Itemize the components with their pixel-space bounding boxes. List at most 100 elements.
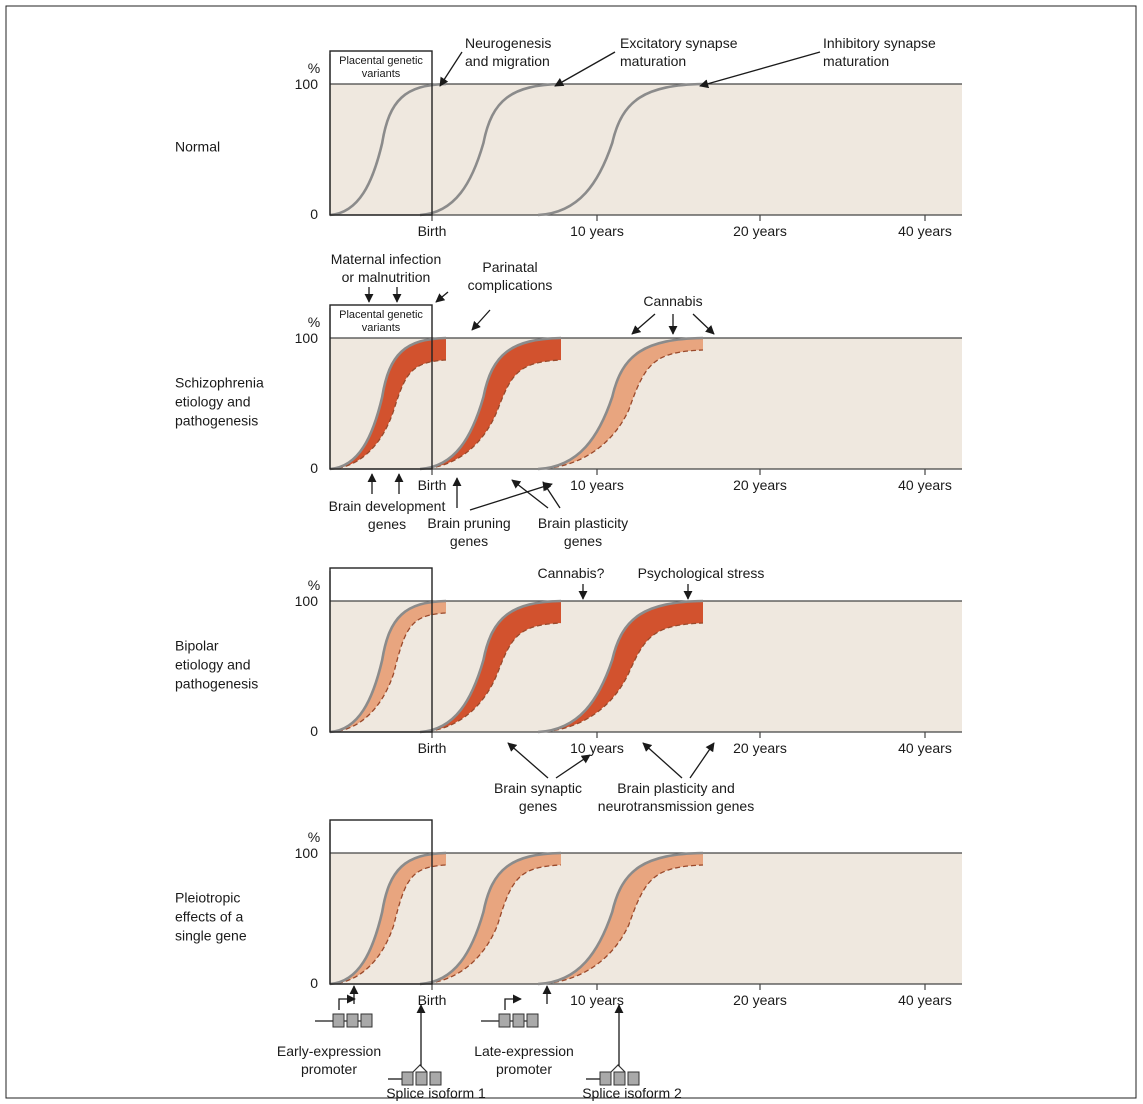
arrow-cannabis-1 bbox=[631, 313, 656, 335]
annotation-perinatal: Parinatal bbox=[482, 259, 537, 275]
normal-curve bbox=[419, 336, 562, 471]
annotation-brain-plasticity-neuro: Brain plasticity and bbox=[617, 780, 735, 796]
normal-curve bbox=[537, 599, 704, 734]
arrow-neurogenesis bbox=[439, 51, 463, 87]
arrow-plasticity-1 bbox=[511, 479, 549, 509]
placental-box-label: Placental genetic bbox=[339, 55, 423, 67]
annotation-brain-pruning: Brain pruning bbox=[427, 515, 510, 531]
exon-box bbox=[346, 1013, 359, 1028]
panel-side-label: pathogenesis bbox=[175, 413, 258, 429]
panel-normal: Birth 10 years 20 years 40 years 0 100% Placen… bbox=[175, 50, 962, 239]
altered-curve-dashed bbox=[329, 864, 447, 985]
exon-box bbox=[415, 1071, 428, 1086]
x-tick-label: Birth bbox=[418, 740, 447, 756]
y-tick-label: 0 bbox=[310, 206, 318, 222]
arrow-synaptic-2 bbox=[555, 754, 591, 779]
panel-pleiotropic: Birth 10 years 20 years 40 years 0 100% Pleiot… bbox=[175, 819, 962, 1008]
promoter-arrow-early bbox=[338, 994, 356, 1010]
placental-box bbox=[329, 567, 433, 733]
annotation-brain-plasticity-neuro: neurotransmission genes bbox=[598, 798, 754, 814]
splice-junction bbox=[610, 1064, 626, 1073]
arrow-plasticity-neuro-1 bbox=[642, 742, 683, 779]
x-tick-label: 20 years bbox=[733, 992, 787, 1008]
panel-side-label: etiology and bbox=[175, 657, 251, 673]
arrow-excitatory bbox=[554, 51, 616, 87]
exon-box bbox=[360, 1013, 373, 1028]
panel-side-label: etiology and bbox=[175, 394, 251, 410]
panel-side-label: Schizophrenia bbox=[175, 375, 264, 391]
altered-curve-dashed bbox=[537, 622, 704, 733]
arrow-plasticity-2 bbox=[542, 481, 561, 509]
x-tick-label: 20 years bbox=[733, 477, 787, 493]
y-tick-label: 0 bbox=[310, 460, 318, 476]
y-tick-label: 100 bbox=[295, 76, 319, 92]
annotation-splice-isoform-2: Splice isoform 2 bbox=[582, 1085, 682, 1101]
placental-box bbox=[329, 304, 433, 470]
x-tick-label: Birth bbox=[418, 223, 447, 239]
x-tick-label: 10 years bbox=[570, 223, 624, 239]
exon-box bbox=[613, 1071, 626, 1086]
panel-side-label: pathogenesis bbox=[175, 676, 258, 692]
altered-curve-dashed bbox=[329, 359, 447, 470]
normal-curve bbox=[329, 336, 447, 471]
splice-junction bbox=[412, 1064, 428, 1073]
exon-box bbox=[332, 1013, 345, 1028]
annotation-neurogenesis: and migration bbox=[465, 53, 550, 69]
annotation-brain-pruning: genes bbox=[450, 533, 488, 549]
exon-box bbox=[512, 1013, 525, 1028]
annotation-cannabis: Cannabis bbox=[643, 293, 702, 309]
x-tick-label: Birth bbox=[418, 477, 447, 493]
gene-late bbox=[481, 1013, 539, 1028]
y-unit-label: % bbox=[308, 829, 320, 845]
y-tick-label: 100 bbox=[295, 330, 319, 346]
annotation-neurogenesis: Neurogenesis bbox=[465, 35, 551, 51]
panel-side-label: Bipolar bbox=[175, 638, 219, 654]
annotation-late-promoter: Late-expression bbox=[474, 1043, 574, 1059]
panels-layer: Birth 10 years 20 years 40 years 0 100% Placen… bbox=[175, 50, 962, 1008]
x-tick-label: 40 years bbox=[898, 223, 952, 239]
gene-splice-2 bbox=[586, 1064, 640, 1086]
exon-box bbox=[401, 1071, 414, 1086]
altered-curve-dashed bbox=[419, 359, 562, 470]
normal-curve bbox=[419, 851, 562, 986]
annotation-cannabis-question: Cannabis? bbox=[538, 565, 605, 581]
arrow-pruning-2 bbox=[469, 482, 553, 511]
altered-curve-dashed bbox=[329, 612, 447, 733]
exon-box bbox=[429, 1071, 442, 1086]
annotation-maternal: or malnutrition bbox=[342, 269, 431, 285]
annotation-brain-synaptic: genes bbox=[519, 798, 557, 814]
x-tick-label: 10 years bbox=[570, 477, 624, 493]
x-tick-label: 20 years bbox=[733, 740, 787, 756]
exon-box bbox=[526, 1013, 539, 1028]
x-tick-label: 40 years bbox=[898, 477, 952, 493]
annotation-excitatory: maturation bbox=[620, 53, 686, 69]
gene-splice-1 bbox=[388, 1064, 442, 1086]
panel-bipolar: Birth 10 years 20 years 40 years 0 100% Bipola… bbox=[175, 567, 962, 756]
figure-border bbox=[5, 5, 1137, 1099]
normal-curve bbox=[419, 82, 562, 217]
placental-box-label: variants bbox=[362, 68, 401, 80]
annotation-inhibitory: maturation bbox=[823, 53, 889, 69]
altered-curve-dashed bbox=[419, 622, 562, 733]
normal-curve bbox=[329, 851, 447, 986]
panel-schizophrenia: Birth 10 years 20 years 40 years 0 100% Placen… bbox=[175, 304, 962, 493]
annotation-excitatory: Excitatory synapse bbox=[620, 35, 738, 51]
y-unit-label: % bbox=[308, 314, 320, 330]
normal-curve bbox=[329, 599, 447, 734]
altered-curve-dashed bbox=[419, 864, 562, 985]
promoter-arrow-late bbox=[504, 994, 522, 1010]
panel-side-label: effects of a bbox=[175, 909, 243, 925]
arrow-perinatal-box bbox=[435, 291, 449, 303]
annotations-layer: Neurogenesis and migration Excitatory syna… bbox=[277, 35, 936, 1101]
altered-curve-dashed bbox=[537, 864, 704, 985]
normal-curve bbox=[537, 336, 704, 471]
placental-box-label: variants bbox=[362, 322, 401, 334]
arrow-plasticity-neuro-2 bbox=[689, 742, 715, 779]
normal-curve bbox=[537, 851, 704, 986]
arrow-synaptic-1 bbox=[507, 742, 549, 779]
annotation-brain-synaptic: Brain synaptic bbox=[494, 780, 582, 796]
annotation-psychological-stress: Psychological stress bbox=[638, 565, 765, 581]
exon-box bbox=[599, 1071, 612, 1086]
annotation-maternal: Maternal infection bbox=[331, 251, 442, 267]
